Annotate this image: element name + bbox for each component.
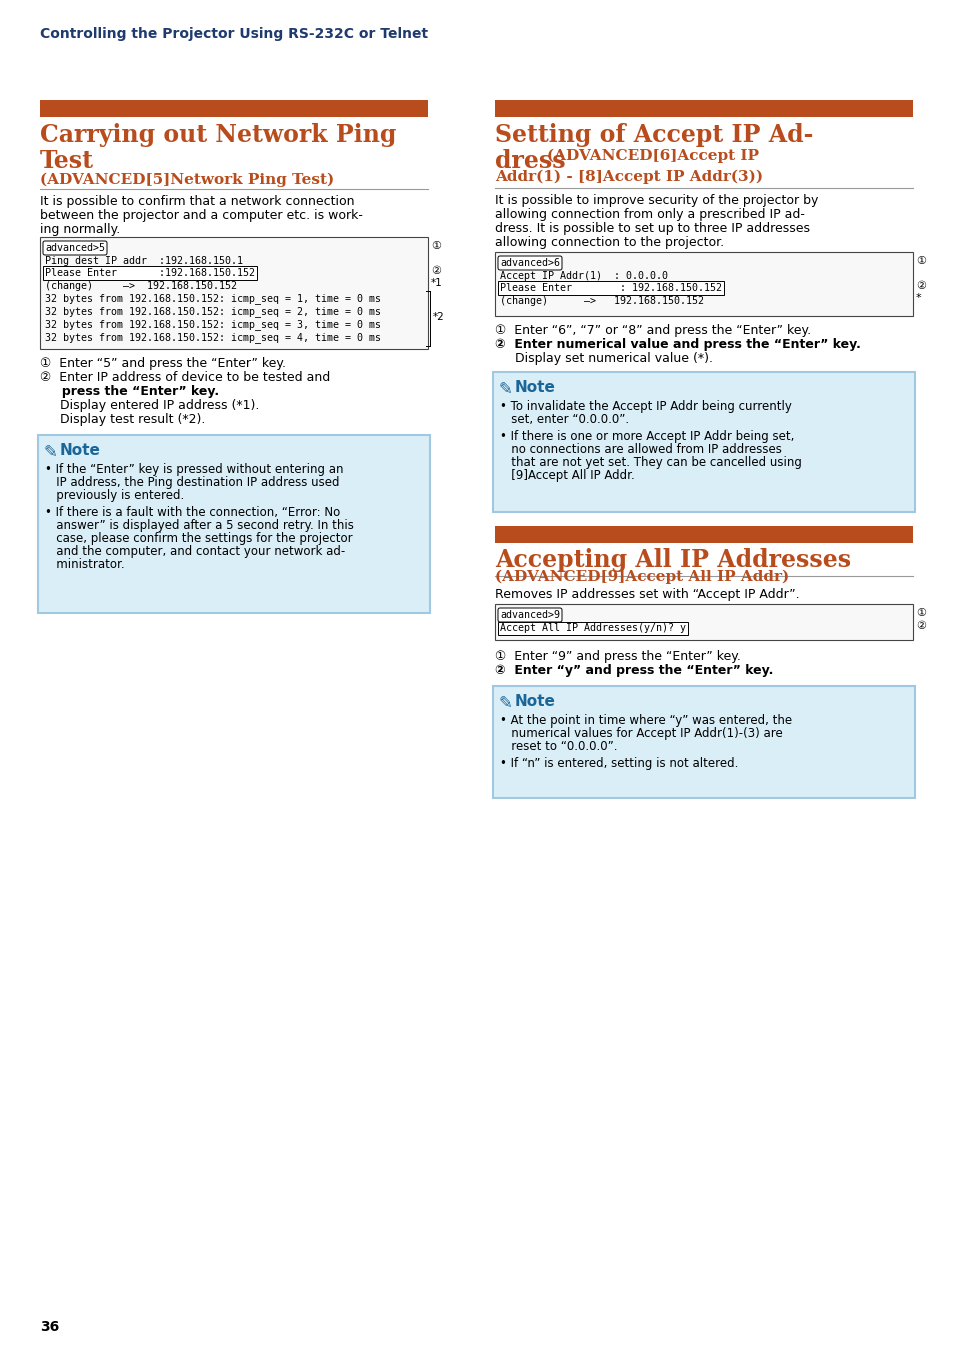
- Text: Display test result (*2).: Display test result (*2).: [40, 413, 205, 426]
- Text: • To invalidate the Accept IP Addr being currently: • To invalidate the Accept IP Addr being…: [499, 400, 791, 413]
- Text: ✎: ✎: [498, 380, 513, 399]
- Bar: [495, 604, 912, 640]
- Text: ministrator.: ministrator.: [45, 558, 125, 571]
- Text: Please Enter       :192.168.150.152: Please Enter :192.168.150.152: [45, 267, 254, 278]
- Text: It is possible to confirm that a network connection: It is possible to confirm that a network…: [40, 195, 355, 208]
- Text: Accept All IP Addresses(y/n)? y: Accept All IP Addresses(y/n)? y: [499, 623, 685, 634]
- Text: Test: Test: [40, 149, 94, 173]
- Text: ①: ①: [431, 240, 440, 251]
- Text: that are not yet set. They can be cancelled using: that are not yet set. They can be cancel…: [499, 457, 801, 469]
- Text: • If there is a fault with the connection, “Error: No: • If there is a fault with the connectio…: [45, 507, 340, 519]
- Text: dress: dress: [495, 149, 574, 173]
- Text: *1: *1: [431, 278, 442, 288]
- Text: previously is entered.: previously is entered.: [45, 489, 184, 503]
- Text: numerical values for Accept IP Addr(1)-(3) are: numerical values for Accept IP Addr(1)-(…: [499, 727, 781, 740]
- Text: advanced>9: advanced>9: [499, 611, 559, 620]
- Text: Controlling the Projector Using RS-232C or Telnet: Controlling the Projector Using RS-232C …: [40, 27, 428, 41]
- Text: Note: Note: [60, 443, 101, 458]
- Bar: [493, 372, 914, 512]
- Text: ✎: ✎: [498, 694, 513, 712]
- Text: Addr(1) - [8]Accept IP Addr(3)): Addr(1) - [8]Accept IP Addr(3)): [495, 170, 762, 184]
- Text: allowing connection from only a prescribed IP ad-: allowing connection from only a prescrib…: [495, 208, 804, 222]
- Text: (ADVANCED[6]Accept IP: (ADVANCED[6]Accept IP: [546, 149, 759, 163]
- Text: allowing connection to the projector.: allowing connection to the projector.: [495, 236, 723, 249]
- Text: dress. It is possible to set up to three IP addresses: dress. It is possible to set up to three…: [495, 222, 809, 235]
- Text: ①: ①: [915, 608, 925, 617]
- Text: ①  Enter “9” and press the “Enter” key.: ① Enter “9” and press the “Enter” key.: [495, 650, 740, 663]
- Text: Note: Note: [515, 380, 556, 394]
- Text: • If the “Enter” key is pressed without entering an: • If the “Enter” key is pressed without …: [45, 463, 343, 476]
- Text: Display set numerical value (*).: Display set numerical value (*).: [495, 353, 712, 365]
- Text: ①  Enter “6”, “7” or “8” and press the “Enter” key.: ① Enter “6”, “7” or “8” and press the “E…: [495, 324, 810, 336]
- Text: Note: Note: [515, 694, 556, 709]
- Text: Please Enter        : 192.168.150.152: Please Enter : 192.168.150.152: [499, 282, 721, 293]
- Text: advanced>5: advanced>5: [45, 243, 105, 253]
- Bar: [495, 100, 912, 118]
- Text: (ADVANCED[9]Accept All IP Addr): (ADVANCED[9]Accept All IP Addr): [495, 570, 788, 585]
- Text: no connections are allowed from IP addresses: no connections are allowed from IP addre…: [499, 443, 781, 457]
- Text: ①: ①: [915, 255, 925, 266]
- Text: and the computer, and contact your network ad-: and the computer, and contact your netwo…: [45, 544, 345, 558]
- Text: *2: *2: [433, 312, 444, 322]
- Text: ②: ②: [915, 621, 925, 631]
- Text: between the projector and a computer etc. is work-: between the projector and a computer etc…: [40, 209, 362, 222]
- Text: (change)      —>   192.168.150.152: (change) —> 192.168.150.152: [499, 296, 703, 305]
- Text: 32 bytes from 192.168.150.152: icmp_seq = 1, time = 0 ms: 32 bytes from 192.168.150.152: icmp_seq …: [45, 293, 380, 304]
- Text: 32 bytes from 192.168.150.152: icmp_seq = 4, time = 0 ms: 32 bytes from 192.168.150.152: icmp_seq …: [45, 332, 380, 343]
- Text: ②: ②: [431, 266, 440, 276]
- Text: • If there is one or more Accept IP Addr being set,: • If there is one or more Accept IP Addr…: [499, 430, 794, 443]
- Text: Accepting All IP Addresses: Accepting All IP Addresses: [495, 549, 850, 571]
- Text: Display entered IP address (*1).: Display entered IP address (*1).: [40, 399, 259, 412]
- Text: Setting of Accept IP Ad-: Setting of Accept IP Ad-: [495, 123, 813, 147]
- Bar: [40, 236, 428, 349]
- Text: Carrying out Network Ping: Carrying out Network Ping: [40, 123, 395, 147]
- Text: • If “n” is entered, setting is not altered.: • If “n” is entered, setting is not alte…: [499, 757, 738, 770]
- Text: ✎: ✎: [44, 443, 58, 461]
- Text: Removes IP addresses set with “Accept IP Addr”.: Removes IP addresses set with “Accept IP…: [495, 588, 799, 601]
- Bar: [493, 686, 914, 798]
- Text: reset to “0.0.0.0”.: reset to “0.0.0.0”.: [499, 740, 617, 753]
- Text: 32 bytes from 192.168.150.152: icmp_seq = 2, time = 0 ms: 32 bytes from 192.168.150.152: icmp_seq …: [45, 305, 380, 317]
- Text: answer” is displayed after a 5 second retry. In this: answer” is displayed after a 5 second re…: [45, 519, 354, 532]
- Text: 36: 36: [40, 1320, 59, 1333]
- Text: 32 bytes from 192.168.150.152: icmp_seq = 3, time = 0 ms: 32 bytes from 192.168.150.152: icmp_seq …: [45, 319, 380, 330]
- Bar: [40, 100, 428, 118]
- Text: It is possible to improve security of the projector by: It is possible to improve security of th…: [495, 195, 818, 207]
- Text: (ADVANCED[5]Network Ping Test): (ADVANCED[5]Network Ping Test): [40, 173, 334, 188]
- Text: ing normally.: ing normally.: [40, 223, 120, 236]
- Text: ②  Enter numerical value and press the “Enter” key.: ② Enter numerical value and press the “E…: [495, 338, 860, 351]
- Text: Accept IP Addr(1)  : 0.0.0.0: Accept IP Addr(1) : 0.0.0.0: [499, 272, 667, 281]
- Text: • At the point in time where “y” was entered, the: • At the point in time where “y” was ent…: [499, 713, 791, 727]
- Text: IP address, the Ping destination IP address used: IP address, the Ping destination IP addr…: [45, 476, 339, 489]
- Bar: [495, 526, 912, 543]
- Text: ②: ②: [915, 281, 925, 290]
- Bar: [38, 435, 430, 613]
- Text: ②  Enter “y” and press the “Enter” key.: ② Enter “y” and press the “Enter” key.: [495, 663, 773, 677]
- Text: [9]Accept All IP Addr.: [9]Accept All IP Addr.: [499, 469, 634, 482]
- Text: (change)     —>  192.168.150.152: (change) —> 192.168.150.152: [45, 281, 236, 290]
- Text: press the “Enter” key.: press the “Enter” key.: [40, 385, 219, 399]
- Text: set, enter “0.0.0.0”.: set, enter “0.0.0.0”.: [499, 413, 628, 426]
- Text: case, please confirm the settings for the projector: case, please confirm the settings for th…: [45, 532, 353, 544]
- Bar: [495, 253, 912, 316]
- Text: *: *: [915, 293, 921, 303]
- Text: ①  Enter “5” and press the “Enter” key.: ① Enter “5” and press the “Enter” key.: [40, 357, 286, 370]
- Text: ②  Enter IP address of device to be tested and: ② Enter IP address of device to be teste…: [40, 372, 330, 384]
- Text: advanced>6: advanced>6: [499, 258, 559, 267]
- Text: Ping dest IP addr  :192.168.150.1: Ping dest IP addr :192.168.150.1: [45, 255, 243, 266]
